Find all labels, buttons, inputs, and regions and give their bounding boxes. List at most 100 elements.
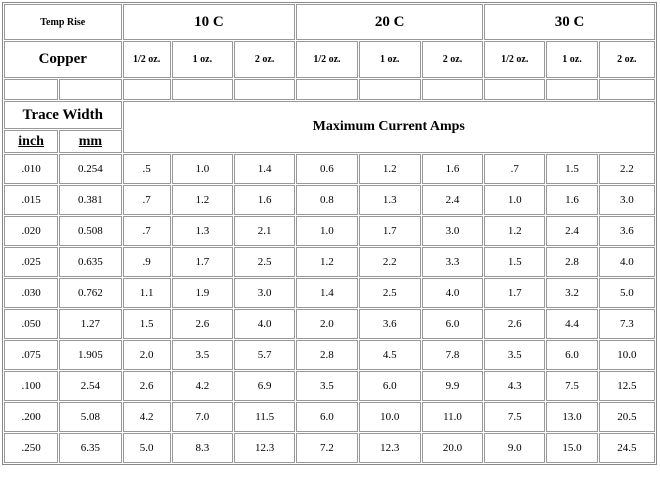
current-value: 12.5	[598, 371, 655, 401]
current-value: 3.0	[421, 216, 484, 246]
copper-weight: 2 oz.	[234, 41, 296, 78]
trace-width-value: .250	[4, 433, 59, 463]
current-value: 10.0	[598, 340, 655, 370]
copper-weight: 1 oz.	[358, 41, 421, 78]
current-value: 1.3	[358, 185, 421, 215]
current-value: 1.9	[171, 278, 234, 308]
empty-cell	[122, 79, 171, 100]
trace-width-value: 0.381	[59, 185, 122, 215]
current-value: 10.0	[358, 402, 421, 432]
current-value: 7.0	[171, 402, 234, 432]
current-value: 3.2	[546, 278, 598, 308]
current-value: 1.3	[171, 216, 234, 246]
empty-cell	[358, 79, 421, 100]
current-value: .9	[122, 247, 171, 277]
temperature-rise: 20 C	[296, 4, 484, 40]
current-value: 4.5	[358, 340, 421, 370]
trace-width-value: .020	[4, 216, 59, 246]
trace-width-value: 1.905	[59, 340, 122, 370]
trace-width-value: .075	[4, 340, 59, 370]
current-value: 9.9	[421, 371, 484, 401]
current-value: 3.3	[421, 247, 484, 277]
current-value: 1.2	[171, 185, 234, 215]
table-row: Temp Rise 10 C 20 C 30 C	[4, 4, 655, 40]
current-value: 11.5	[234, 402, 296, 432]
table-row: .050 1.27 1.5 2.6 4.0 2.0 3.6 6.0 2.6 4.4 7.3	[4, 309, 655, 339]
current-value: 2.5	[234, 247, 296, 277]
current-value: 11.0	[421, 402, 484, 432]
current-value: 1.5	[122, 309, 171, 339]
empty-cell	[598, 79, 655, 100]
trace-width-value: 2.54	[59, 371, 122, 401]
copper-weight: 1 oz.	[171, 41, 234, 78]
current-value: 4.3	[484, 371, 546, 401]
current-value: 20.0	[421, 433, 484, 463]
current-value: 6.0	[358, 371, 421, 401]
copper-weight: 2 oz.	[421, 41, 484, 78]
current-value: 3.5	[171, 340, 234, 370]
current-value: 2.0	[296, 309, 358, 339]
current-value: 4.0	[598, 247, 655, 277]
temp-rise-label: Temp Rise	[4, 4, 122, 40]
table-row: .250 6.35 5.0 8.3 12.3 7.2 12.3 20.0 9.0 15.0 24.5	[4, 433, 655, 463]
table-row: .030 0.762 1.1 1.9 3.0 1.4 2.5 4.0 1.7 3.2 5.0	[4, 278, 655, 308]
current-value: 1.0	[484, 185, 546, 215]
current-table: Temp Rise 10 C 20 C 30 C Copper 1/2 oz. 1 oz. 2…	[2, 2, 657, 465]
current-value: 2.5	[358, 278, 421, 308]
current-value: 1.7	[358, 216, 421, 246]
copper-weight: 1 oz.	[546, 41, 598, 78]
empty-cell	[4, 79, 59, 100]
empty-cell	[234, 79, 296, 100]
trace-width-value: 6.35	[59, 433, 122, 463]
current-value: 1.4	[234, 154, 296, 184]
table-row: .025 0.635.9 1.7 2.5 1.2 2.2 3.3 1.5 2.8 4.0	[4, 247, 655, 277]
trace-width-label: Trace Width	[4, 101, 122, 129]
copper-weight: 2 oz.	[598, 41, 655, 78]
current-value: 2.2	[598, 154, 655, 184]
copper-weight: 1/2 oz.	[122, 41, 171, 78]
current-value: 2.0	[122, 340, 171, 370]
current-value: 0.6	[296, 154, 358, 184]
current-value: 12.3	[358, 433, 421, 463]
current-value: 2.1	[234, 216, 296, 246]
current-value: 2.4	[546, 216, 598, 246]
empty-cell	[484, 79, 546, 100]
current-value: 1.7	[484, 278, 546, 308]
current-value: 5.0	[122, 433, 171, 463]
current-value: 7.5	[484, 402, 546, 432]
current-value: .5	[122, 154, 171, 184]
current-value: 4.2	[122, 402, 171, 432]
current-value: 1.6	[421, 154, 484, 184]
current-value: 1.5	[484, 247, 546, 277]
unit-header: mm	[59, 130, 122, 153]
trace-width-value: 0.254	[59, 154, 122, 184]
empty-cell	[59, 79, 122, 100]
current-value: 5.0	[598, 278, 655, 308]
current-value: 1.0	[171, 154, 234, 184]
current-value: 2.2	[358, 247, 421, 277]
empty-cell	[171, 79, 234, 100]
current-value: 2.6	[484, 309, 546, 339]
empty-cell	[421, 79, 484, 100]
current-value: 6.0	[546, 340, 598, 370]
current-value: 4.0	[234, 309, 296, 339]
current-value: 1.1	[122, 278, 171, 308]
current-value: .7	[122, 185, 171, 215]
current-value: 1.2	[484, 216, 546, 246]
table-row: .200 5.08 4.2 7.0 11.5 6.0 10.0 11.0 7.5 13.0 20.5	[4, 402, 655, 432]
trace-width-value: 1.27	[59, 309, 122, 339]
temperature-rise: 10 C	[122, 4, 296, 40]
current-value: 3.0	[598, 185, 655, 215]
current-value: 2.6	[122, 371, 171, 401]
current-value: 6.0	[421, 309, 484, 339]
current-value: 7.8	[421, 340, 484, 370]
trace-width-value: .030	[4, 278, 59, 308]
current-value: 2.6	[171, 309, 234, 339]
temperature-rise: 30 C	[484, 4, 655, 40]
current-value: 3.0	[234, 278, 296, 308]
current-value: 2.8	[296, 340, 358, 370]
trace-width-value: 5.08	[59, 402, 122, 432]
trace-width-value: 0.762	[59, 278, 122, 308]
trace-width-value: .200	[4, 402, 59, 432]
